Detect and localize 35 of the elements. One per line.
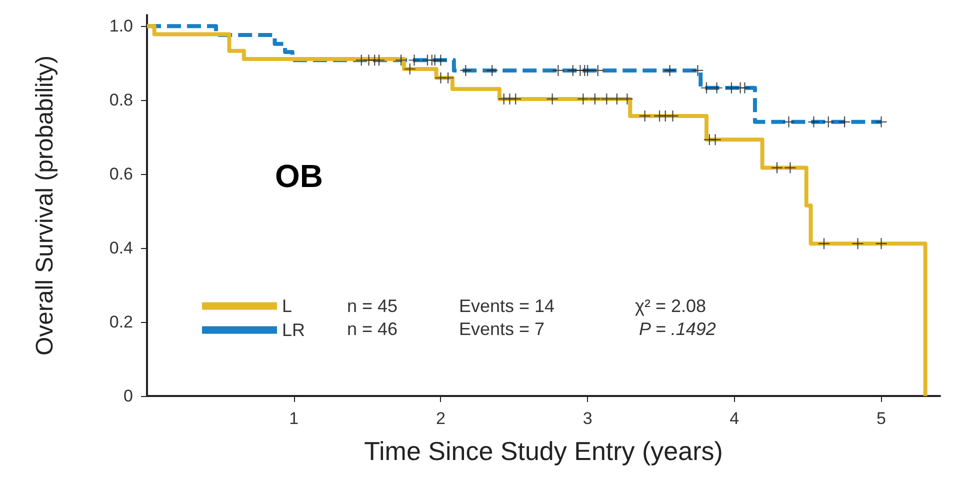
point: [622, 93, 633, 104]
y-tick-label: 0.4: [109, 238, 133, 258]
y-tick-label: 0.6: [109, 164, 133, 184]
point: [808, 116, 820, 128]
annotation: OB: [275, 158, 323, 194]
point: [408, 54, 420, 66]
x-tick-label: 2: [436, 409, 446, 428]
y-tick-label: 0: [124, 386, 133, 406]
point: [783, 116, 794, 128]
point: [711, 82, 722, 94]
legend-label: LR: [282, 320, 306, 340]
x-tick-label: 3: [582, 409, 592, 428]
point: [664, 64, 676, 76]
y-axis-title: Overall Survival (probability): [32, 55, 58, 356]
legend-label: L: [282, 296, 292, 316]
y-tick-label: 0.2: [109, 312, 133, 332]
y-tick-label: 1.0: [109, 16, 133, 36]
annotation: n = 46: [347, 319, 398, 339]
y-tick-label: 0.8: [109, 90, 133, 110]
point: [876, 238, 887, 250]
point: [435, 54, 446, 66]
annotation: Events = 7: [459, 319, 545, 339]
point: [667, 110, 678, 122]
annotation: Events = 14: [459, 296, 555, 316]
point: [852, 238, 864, 250]
point: [876, 116, 887, 128]
x-tick-label: 5: [876, 409, 886, 428]
annotation: P = .1492: [639, 319, 716, 339]
x-axis-title: Time Since Study Entry (years): [364, 436, 723, 466]
annotation: n = 45: [347, 296, 398, 316]
point: [771, 162, 782, 174]
x-tick-label: 1: [289, 409, 299, 428]
point: [784, 162, 796, 174]
annotation: χ² = 2.08: [635, 296, 706, 316]
x-tick-label: 4: [730, 409, 740, 428]
